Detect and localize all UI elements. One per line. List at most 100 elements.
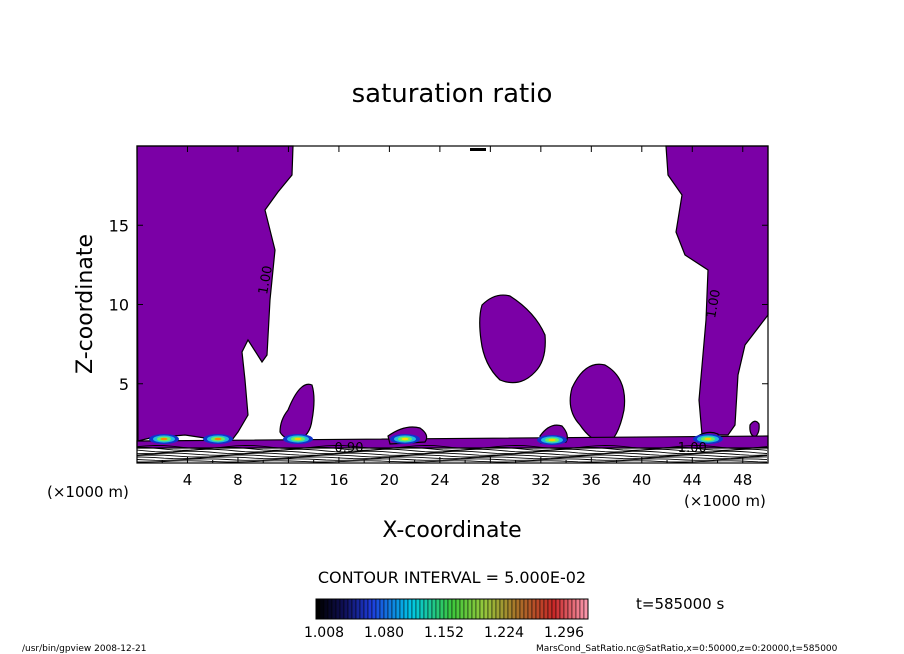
colorbar-cell: [471, 598, 477, 620]
colorbar-cell: [459, 598, 465, 620]
colorbar-cell: [443, 598, 449, 620]
colorbar-cell: [531, 598, 537, 620]
contour-line: [136, 458, 768, 461]
saturation-hotspot: [283, 434, 313, 444]
blob-48k: [749, 420, 760, 438]
colorbar: [315, 598, 589, 620]
colorbar-cell: [319, 598, 325, 620]
colorbar-cell: [511, 598, 517, 620]
x-tick-label: 4: [183, 471, 193, 489]
colorbar-cell: [455, 598, 461, 620]
colorbar-cell: [391, 598, 397, 620]
x-unit-left: (×1000 m): [47, 483, 129, 501]
colorbar-cell: [475, 598, 481, 620]
colorbar-cell: [523, 598, 529, 620]
colorbar-cell: [403, 598, 409, 620]
colorbar-tick-label: 1.080: [364, 625, 404, 641]
colorbar-cell: [415, 598, 421, 620]
colorbar-cell: [411, 598, 417, 620]
colorbar-cell: [539, 598, 545, 620]
bottom-contour-lines: [136, 444, 768, 463]
colorbar-tick-label: 1.296: [544, 625, 584, 641]
x-tick-label: 32: [531, 471, 550, 489]
colorbar-tick-label: 1.152: [424, 625, 464, 641]
colorbar-cell: [463, 598, 469, 620]
colorbar-cell: [563, 598, 569, 620]
colorbar-cell: [467, 598, 473, 620]
colorbar-tick-label: 1.008: [304, 625, 344, 641]
colorbar-cell: [399, 598, 405, 620]
colorbar-cell: [527, 598, 533, 620]
colorbar-cell: [507, 598, 513, 620]
y-tick-label: 15: [109, 216, 129, 235]
colorbar-cell: [447, 598, 453, 620]
colorbar-cell: [547, 598, 553, 620]
colorbar-tick-label: 1.224: [484, 625, 524, 641]
colorbar-cell: [535, 598, 541, 620]
contour-label: 1.00: [256, 265, 276, 296]
left-region: [136, 145, 294, 442]
colorbar-cell: [387, 598, 393, 620]
colorbar-cell: [383, 598, 389, 620]
contour-line: [136, 460, 768, 463]
x-tick-label: 48: [733, 471, 752, 489]
colorbar-cell: [419, 598, 425, 620]
x-unit-right: (×1000 m): [684, 492, 766, 510]
colorbar-frame: [315, 598, 589, 620]
colorbar-cell: [363, 598, 369, 620]
saturation-hotspot: [149, 434, 179, 444]
contour-interval-label: CONTOUR INTERVAL = 5.000E-02: [318, 568, 586, 587]
blob-12k: [279, 383, 315, 441]
colorbar-cell: [499, 598, 505, 620]
colorbar-cell: [479, 598, 485, 620]
colorbar-cell: [375, 598, 381, 620]
colorbar-cell: [331, 598, 337, 620]
colorbar-tick-labels: 1.008 1.080 1.152 1.224 1.296: [304, 625, 584, 641]
footer-right: MarsCond_SatRatio.nc@SatRatio,x=0:50000,…: [536, 644, 838, 654]
x-tick-label: 36: [582, 471, 601, 489]
blob-center: [479, 294, 546, 384]
colorbar-cell: [371, 598, 377, 620]
y-axis-label: Z-coordinate: [73, 234, 98, 374]
colorbar-cell: [567, 598, 573, 620]
colorbar-cell: [559, 598, 565, 620]
colorbar-cell: [571, 598, 577, 620]
saturation-hotspot: [537, 435, 567, 445]
blob-right: [569, 363, 626, 446]
y-tick-labels: 5 10 15: [109, 216, 768, 394]
x-tick-label: 40: [632, 471, 651, 489]
saturation-hotspot: [203, 434, 233, 444]
colorbar-cell: [431, 598, 437, 620]
colorbar-cell: [575, 598, 581, 620]
contour-line: [136, 446, 768, 451]
x-tick-label: 20: [380, 471, 399, 489]
colorbar-cell: [327, 598, 333, 620]
colorbar-cell: [395, 598, 401, 620]
contour-line: [136, 452, 768, 456]
x-tick-labels: 4 8 12 16 20 24 28 32 36 40 44 48: [161, 146, 752, 489]
colorbar-cell: [323, 598, 329, 620]
plot-area: 1.00 1.00 0.90 1.00: [136, 145, 769, 464]
colorbar-cell: [427, 598, 433, 620]
top-contour-mark: [470, 148, 486, 151]
footer-left: /usr/bin/gpview 2008-12-21: [22, 644, 146, 654]
colorbar-cell: [351, 598, 357, 620]
colorbar-cell: [555, 598, 561, 620]
contour-label: 1.00: [678, 441, 707, 456]
colorbar-cell: [451, 598, 457, 620]
colorbar-cell: [491, 598, 497, 620]
colorbar-cell: [343, 598, 349, 620]
x-tick-label: 12: [279, 471, 298, 489]
colorbar-cell: [359, 598, 365, 620]
y-tick-label: 10: [109, 296, 129, 315]
x-tick-label: 16: [329, 471, 348, 489]
x-axis-label: X-coordinate: [382, 518, 521, 543]
colorbar-cell: [579, 598, 585, 620]
contour-line: [136, 450, 768, 455]
x-tick-label: 44: [683, 471, 702, 489]
colorbar-cell: [519, 598, 525, 620]
colorbar-cell: [435, 598, 441, 620]
colorbar-cell: [315, 598, 321, 620]
x-tick-label: 24: [430, 471, 449, 489]
right-region: [665, 145, 769, 436]
